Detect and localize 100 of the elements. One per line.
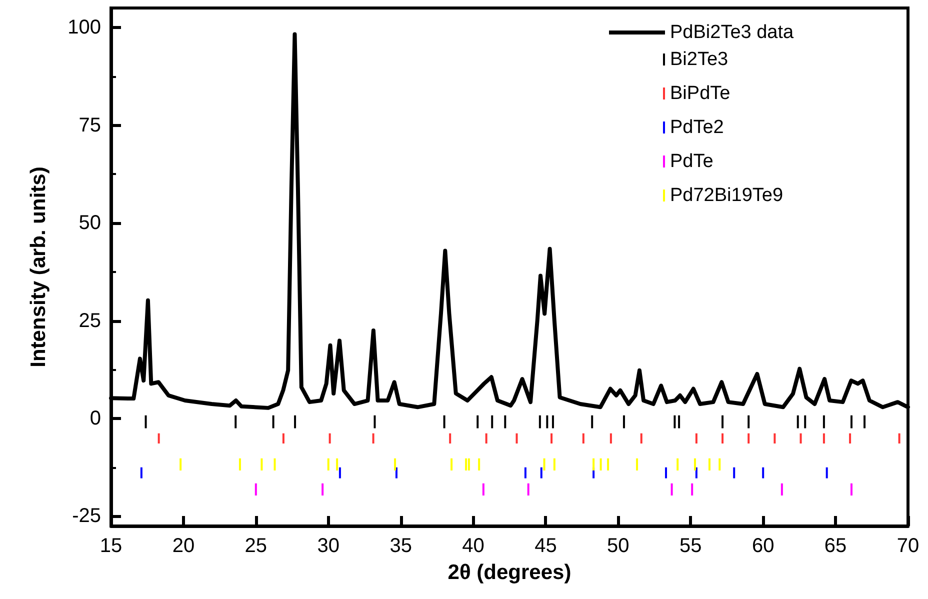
bar <box>524 467 526 478</box>
bar <box>468 458 470 470</box>
bar <box>540 467 542 478</box>
bar <box>552 415 554 428</box>
bar <box>694 458 696 470</box>
bar <box>328 433 331 444</box>
bar <box>238 458 241 470</box>
bar <box>695 433 698 444</box>
bar <box>443 415 446 428</box>
bar <box>898 433 900 444</box>
bar <box>600 458 602 470</box>
bar <box>140 467 142 478</box>
bar <box>826 467 828 478</box>
bar <box>800 433 802 444</box>
y-axis-title: Intensity (arb. units) <box>27 166 50 368</box>
legend-label: PdTe2 <box>670 117 724 138</box>
bar <box>322 483 324 496</box>
bar <box>476 415 479 428</box>
bar <box>395 467 398 478</box>
legend-label: BiPdTe <box>670 83 730 104</box>
bar <box>849 433 852 444</box>
x-tick-label: 55 <box>680 535 702 557</box>
bar <box>691 483 694 496</box>
bar <box>733 467 736 478</box>
bar <box>478 458 480 470</box>
y-tick-label: -25 <box>72 505 101 528</box>
bar <box>527 483 530 496</box>
x-tick-label: 30 <box>317 535 340 557</box>
bar <box>850 483 852 496</box>
x-tick-label: 70 <box>896 535 920 557</box>
x-tick-label: 45 <box>534 535 557 557</box>
x-tick-label: 20 <box>172 535 195 557</box>
x-tick-label: 40 <box>462 535 484 557</box>
bar <box>504 415 506 428</box>
bar <box>372 433 374 444</box>
x-axis-title: 2θ (degrees) <box>448 561 572 584</box>
bar <box>553 458 556 470</box>
bar <box>804 415 806 428</box>
legend-label: Bi2Te3 <box>670 49 728 70</box>
bar <box>722 433 724 444</box>
bar <box>550 433 553 444</box>
bar <box>485 433 488 444</box>
bar <box>516 433 518 444</box>
bar <box>610 433 612 444</box>
bar <box>234 415 237 428</box>
y-tick-label: 25 <box>78 310 101 332</box>
y-tick-label: 0 <box>90 407 101 430</box>
bar <box>591 415 594 428</box>
x-tick-label: 15 <box>100 535 122 557</box>
bar <box>780 483 783 496</box>
legend-label: PdBi2Te3 data <box>670 22 794 43</box>
bar <box>338 467 341 478</box>
bar <box>748 415 750 428</box>
bar <box>640 433 642 444</box>
bar <box>449 433 452 444</box>
bar <box>674 415 676 428</box>
x-tick-label: 65 <box>824 535 847 557</box>
bar <box>336 458 338 470</box>
bar <box>491 415 494 428</box>
x-tick-label: 35 <box>390 535 412 557</box>
bar <box>850 415 852 428</box>
bar <box>592 458 595 470</box>
bar <box>180 458 182 470</box>
bar <box>665 467 667 478</box>
bar <box>678 415 680 428</box>
x-tick-label: 25 <box>244 535 268 557</box>
bar <box>582 433 584 444</box>
bar <box>144 415 147 428</box>
bar <box>722 415 724 428</box>
bar <box>708 458 710 470</box>
legend-label: Pd72Bi19Te9 <box>670 185 784 206</box>
bar <box>822 415 825 428</box>
y-tick-label: 100 <box>68 16 101 39</box>
bar <box>748 433 750 444</box>
bar <box>482 483 484 496</box>
bar <box>622 415 625 428</box>
bar <box>294 415 296 428</box>
legend-label: PdTe <box>670 151 714 172</box>
bar <box>274 458 276 470</box>
bar <box>636 458 638 470</box>
bar <box>670 483 673 496</box>
bar <box>774 433 776 444</box>
bar <box>327 458 330 470</box>
bar <box>260 458 263 470</box>
bar <box>254 483 257 496</box>
bar <box>465 458 468 470</box>
bar <box>607 458 610 470</box>
bar <box>796 415 799 428</box>
x-tick-label: 60 <box>752 535 774 557</box>
bar <box>762 467 764 478</box>
y-tick-label: 50 <box>78 212 101 234</box>
y-tick-label: 75 <box>78 114 101 136</box>
bar <box>864 415 866 428</box>
bar <box>538 415 541 428</box>
bar <box>282 433 284 444</box>
bar <box>394 458 396 470</box>
bar <box>450 458 453 470</box>
bar <box>272 415 274 428</box>
x-tick-label: 50 <box>607 535 630 557</box>
bar <box>546 415 548 428</box>
